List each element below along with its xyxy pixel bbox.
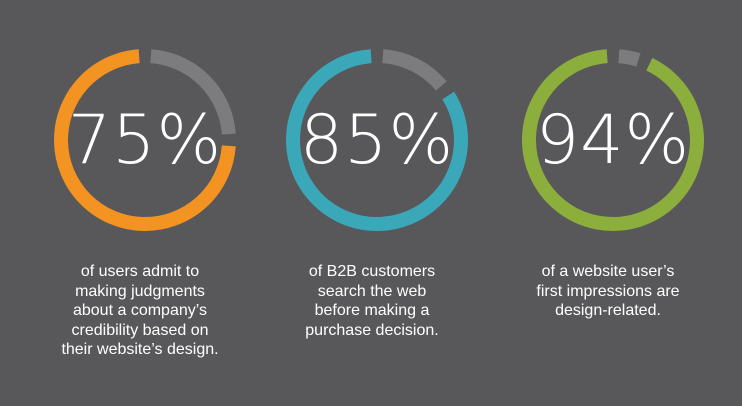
ring-track [382, 49, 447, 91]
description-line: search the web [317, 282, 427, 300]
description-line: of a website user’s [541, 263, 675, 280]
ring-track [150, 49, 236, 135]
description-line: their website’s design. [61, 341, 219, 358]
description-line: first impressions are [536, 282, 680, 300]
description-line: design-related. [555, 302, 661, 319]
stat-description: of a website user’s first impressions ar… [493, 262, 723, 321]
progress-ring [54, 49, 236, 231]
percent-value: 94% [535, 100, 691, 180]
description-line: about a company’s [72, 302, 207, 319]
progress-ring [522, 49, 704, 231]
description-line: before making a [314, 302, 430, 319]
percent-value: 85% [299, 100, 455, 180]
stat-description: of B2B customers search the web before m… [257, 262, 487, 340]
description-line: purchase decision. [305, 321, 439, 339]
ring-fill [522, 49, 704, 231]
description-line: credibility based on [71, 321, 209, 339]
progress-ring-container: 85% [257, 45, 487, 235]
ring-fill [286, 49, 468, 231]
description-line: of B2B customers [308, 263, 436, 280]
percent-value: 75% [67, 100, 223, 180]
progress-ring [286, 49, 468, 231]
ring-track [618, 49, 641, 67]
description-line: making judgments [75, 282, 205, 300]
ring-fill [54, 49, 236, 231]
description-line: of users admit to [80, 263, 200, 280]
progress-ring-container: 75% [25, 45, 255, 235]
progress-ring-container: 94% [493, 45, 723, 235]
stat-description: of users admit to making judgments about… [25, 262, 255, 360]
